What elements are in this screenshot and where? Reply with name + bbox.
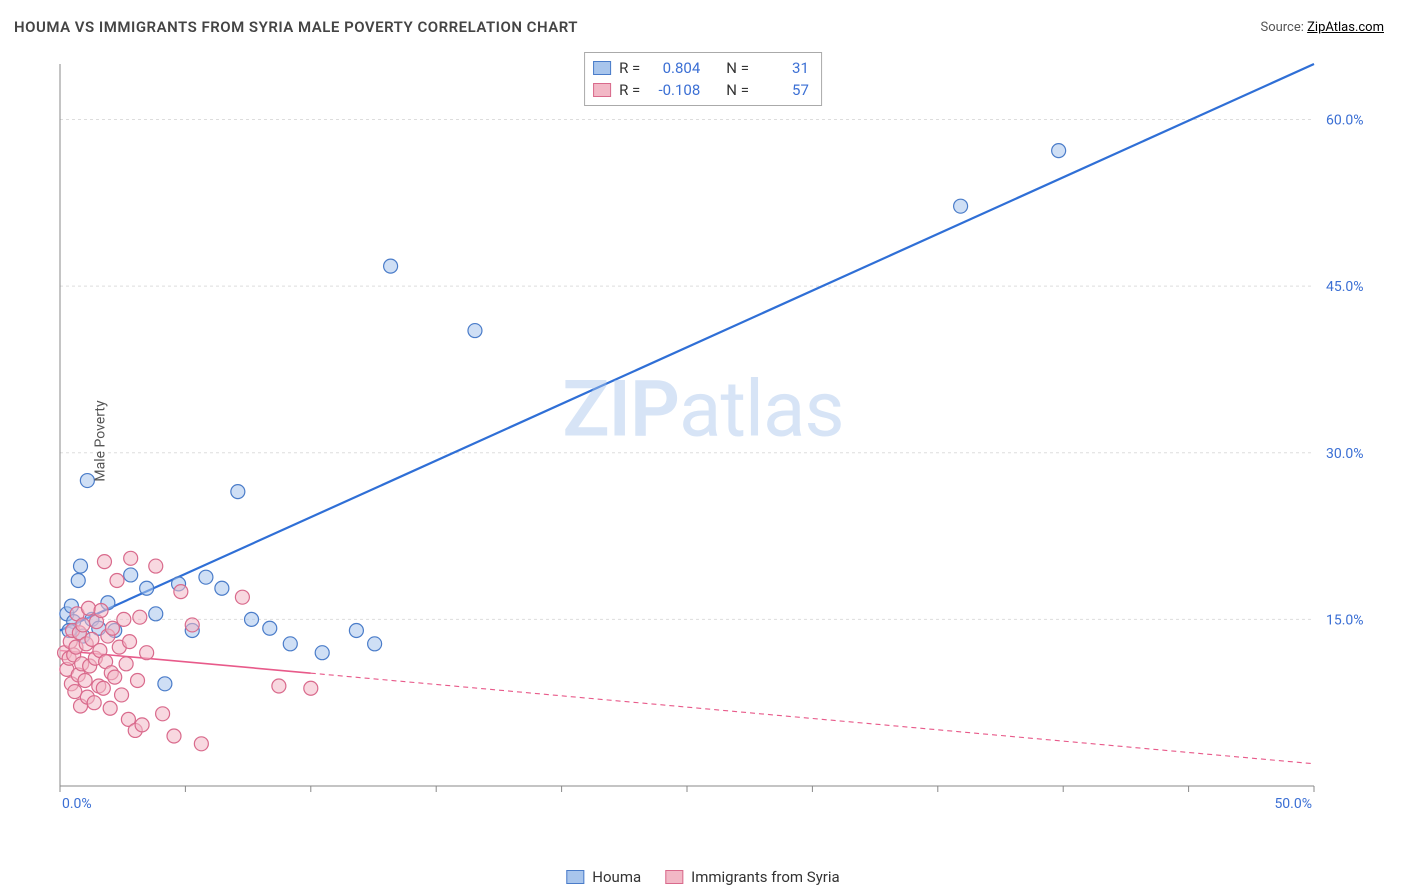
r-label: R = xyxy=(619,59,640,77)
swatch-series2 xyxy=(593,83,611,97)
r-value-series1: 0.804 xyxy=(648,59,700,77)
legend-label-series1: Houma xyxy=(592,868,641,886)
plot-area: Male Poverty 15.0% 30.0% 45.0% 60.0% 0.0% 50.… xyxy=(50,56,1384,826)
n-value-series2: 57 xyxy=(757,81,809,99)
legend: Houma Immigrants from Syria xyxy=(566,868,839,886)
correlation-stats-box: R = 0.804 N = 31 R = -0.108 N = 57 xyxy=(584,52,822,106)
svg-text:50.0%: 50.0% xyxy=(1274,796,1312,812)
chart-title: HOUMA VS IMMIGRANTS FROM SYRIA MALE POVE… xyxy=(14,18,578,36)
stats-row-series1: R = 0.804 N = 31 xyxy=(593,57,809,79)
source-link[interactable]: ZipAtlas.com xyxy=(1307,20,1384,35)
r-value-series2: -0.108 xyxy=(648,81,700,99)
svg-text:60.0%: 60.0% xyxy=(1326,113,1364,129)
legend-swatch-series1 xyxy=(566,870,584,884)
legend-swatch-series2 xyxy=(665,870,683,884)
n-value-series1: 31 xyxy=(757,59,809,77)
n-label: N = xyxy=(726,81,749,99)
legend-label-series2: Immigrants from Syria xyxy=(691,868,840,886)
svg-text:30.0%: 30.0% xyxy=(1326,446,1364,462)
legend-item-series2: Immigrants from Syria xyxy=(665,868,840,886)
n-label: N = xyxy=(726,59,749,77)
stats-row-series2: R = -0.108 N = 57 xyxy=(593,79,809,101)
svg-text:45.0%: 45.0% xyxy=(1326,279,1364,295)
svg-text:15.0%: 15.0% xyxy=(1326,612,1364,628)
r-label: R = xyxy=(619,81,640,99)
scatter-chart: 15.0% 30.0% 45.0% 60.0% 0.0% 50.0% xyxy=(50,56,1384,826)
swatch-series1 xyxy=(593,61,611,75)
source-prefix: Source: xyxy=(1260,20,1307,35)
svg-text:0.0%: 0.0% xyxy=(62,796,92,812)
legend-item-series1: Houma xyxy=(566,868,641,886)
source-attribution: Source: ZipAtlas.com xyxy=(1260,20,1384,35)
y-axis-label: Male Poverty xyxy=(93,400,109,481)
